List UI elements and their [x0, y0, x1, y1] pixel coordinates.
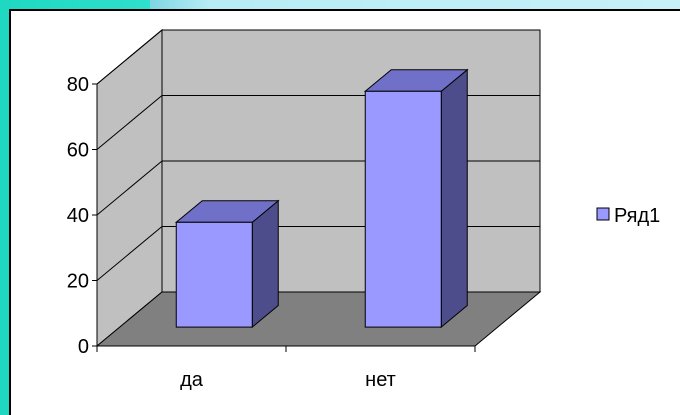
bar	[363, 68, 469, 329]
x-tick-label: нет	[365, 369, 396, 391]
bar	[174, 199, 280, 329]
y-tick-label: 60	[67, 140, 89, 162]
y-tick-label: 0	[78, 336, 89, 358]
legend: Ряд1	[596, 205, 660, 227]
y-tick-label: 40	[67, 205, 89, 227]
floor	[95, 291, 542, 347]
x-axis-ticks: да нет	[96, 346, 476, 391]
bar-front	[175, 221, 253, 328]
y-tick-label: 20	[67, 271, 89, 293]
x-tick-label: да	[180, 369, 204, 391]
bar-side	[440, 68, 468, 329]
gridline	[96, 29, 540, 85]
y-axis-ticks: 0 20 40 60 80	[67, 74, 97, 358]
bars	[174, 68, 469, 329]
legend-swatch	[596, 207, 610, 221]
y-tick-label: 80	[67, 74, 89, 96]
bar-front	[364, 90, 442, 328]
legend-label: Ряд1	[614, 205, 660, 227]
